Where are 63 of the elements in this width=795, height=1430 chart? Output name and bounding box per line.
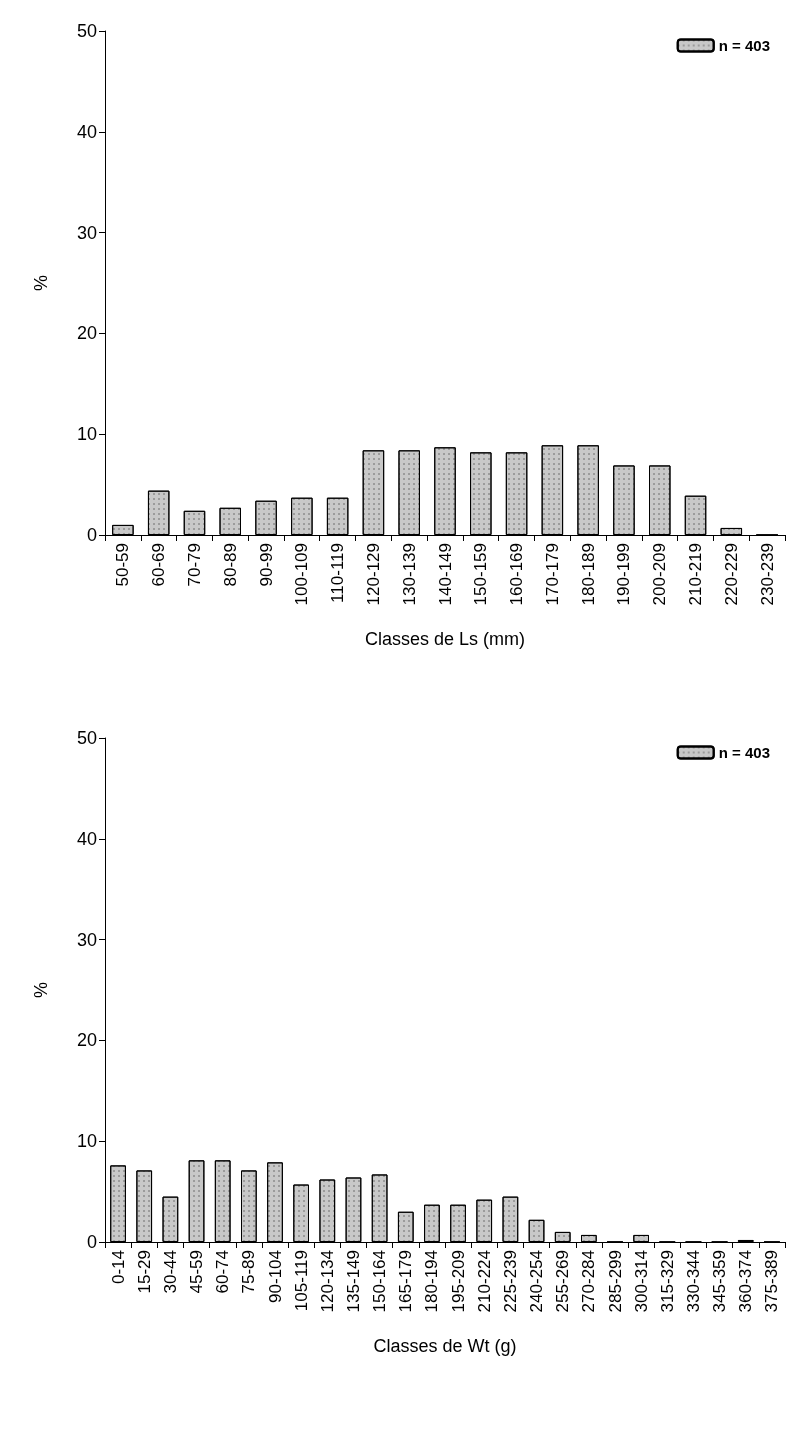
- x-tick-label: 50-59: [113, 543, 133, 587]
- x-tick-label: 110-119: [328, 543, 348, 603]
- y-tick-label: 10: [76, 424, 97, 445]
- y-tick-label: 40: [76, 828, 97, 849]
- x-tick-label: 270-284: [579, 1250, 599, 1313]
- x-tick-label: 70-79: [184, 543, 204, 587]
- x-tick-label: 195-209: [448, 1250, 468, 1313]
- x-tick-label: 300-314: [631, 1250, 651, 1313]
- x-tick-label: 140-149: [435, 543, 455, 606]
- x-tick-label: 220-229: [721, 543, 741, 606]
- x-axis-title: Classes de Ls (mm): [364, 629, 526, 649]
- x-tick-label: 80-89: [220, 543, 240, 587]
- x-tick-label: 210-219: [686, 543, 706, 606]
- y-tick-label: 40: [76, 121, 97, 142]
- x-tick-label: 330-344: [683, 1250, 703, 1313]
- x-tick-label: 165-179: [396, 1250, 416, 1313]
- y-tick-label: 10: [76, 1131, 97, 1152]
- x-tick-label: 315-329: [657, 1250, 677, 1313]
- x-tick-label: 60-74: [213, 1250, 233, 1294]
- x-tick-label: 375-389: [762, 1250, 782, 1313]
- x-tick-label: 255-269: [553, 1250, 573, 1313]
- x-tick-label: 345-359: [710, 1250, 730, 1313]
- x-tick-label: 0-14: [108, 1250, 128, 1285]
- x-tick-label: 120-134: [317, 1250, 337, 1313]
- y-tick-label: 50: [76, 728, 97, 748]
- x-tick-label: 100-109: [292, 543, 312, 606]
- legend-label: n = 403: [718, 37, 771, 54]
- y-axis-title: %: [31, 274, 51, 292]
- x-tick-label: 150-164: [370, 1250, 390, 1313]
- y-tick-label: 20: [76, 1030, 97, 1051]
- x-tick-label: 135-149: [343, 1250, 363, 1313]
- x-tick-label: 120-129: [363, 543, 383, 606]
- x-tick-label: 60-69: [149, 543, 169, 587]
- x-tick-label: 90-104: [265, 1250, 285, 1303]
- x-tick-label: 210-224: [474, 1250, 494, 1313]
- x-tick-label: 240-254: [527, 1250, 547, 1313]
- y-tick-label: 0: [86, 525, 97, 545]
- x-tick-label: 230-239: [757, 543, 777, 606]
- x-tick-label: 15-29: [134, 1250, 154, 1294]
- y-tick-label: 30: [76, 222, 97, 243]
- x-tick-label: 225-239: [500, 1250, 520, 1313]
- x-tick-label: 180-194: [422, 1250, 442, 1313]
- x-tick-label: 130-139: [399, 543, 419, 606]
- x-tick-label: 75-89: [239, 1250, 259, 1294]
- y-tick-label: 50: [76, 21, 97, 41]
- y-axis-title: %: [31, 981, 51, 999]
- legend-label: n = 403: [718, 744, 771, 761]
- y-tick-label: 20: [76, 323, 97, 344]
- x-tick-label: 150-159: [471, 543, 491, 606]
- x-tick-label: 360-374: [736, 1250, 756, 1313]
- x-tick-label: 180-189: [578, 543, 598, 606]
- y-tick-label: 0: [86, 1232, 97, 1252]
- x-tick-label: 105-119: [291, 1250, 311, 1312]
- x-tick-label: 160-169: [507, 543, 527, 606]
- x-tick-label: 90-99: [256, 543, 276, 587]
- x-tick-label: 190-199: [614, 543, 634, 606]
- x-axis-title: Classes de Wt (g): [373, 1336, 517, 1356]
- x-tick-label: 45-59: [187, 1250, 207, 1294]
- x-tick-label: 30-44: [160, 1250, 180, 1294]
- x-tick-label: 285-299: [605, 1250, 625, 1313]
- x-tick-label: 200-209: [650, 543, 670, 606]
- y-tick-label: 30: [76, 929, 97, 950]
- x-tick-label: 170-179: [542, 543, 562, 606]
